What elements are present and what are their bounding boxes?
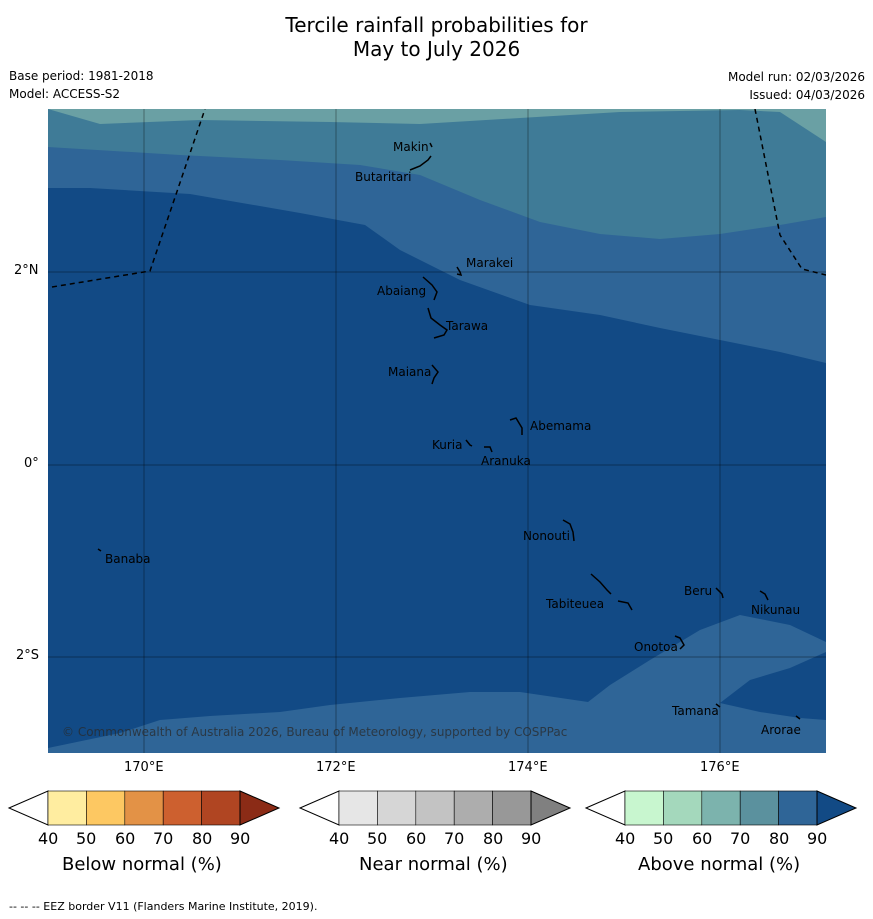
colorbar-near-segment <box>377 790 417 826</box>
colorbar-below-tick: 50 <box>76 829 97 848</box>
eez-footnote: -- -- -- EEZ border V11 (Flanders Marine… <box>9 900 318 913</box>
island-label-onotoa: Onotoa <box>634 640 678 654</box>
colorbar-below-arrow <box>239 790 281 826</box>
island-label-abemama: Abemama <box>530 419 591 433</box>
colorbar-near-normal <box>298 790 572 826</box>
colorbar-above-title: Above normal (%) <box>638 854 801 875</box>
zone-60-top <box>48 109 826 142</box>
lon-label-176e: 176°E <box>700 760 740 775</box>
island-label-abaiang: Abaiang <box>377 284 426 298</box>
island-label-beru: Beru <box>684 584 712 598</box>
island-label-marakei: Marakei <box>466 256 513 270</box>
base-period: Base period: 1981-2018 <box>9 69 154 83</box>
model-name: Model: ACCESS-S2 <box>9 87 121 101</box>
colorbar-below-tick: 90 <box>230 829 251 848</box>
island-label-nikunau: Nikunau <box>751 603 800 617</box>
island-label-maiana: Maiana <box>388 365 431 379</box>
colorbar-near-tick: 40 <box>329 829 350 848</box>
island-label-tamana: Tamana <box>671 704 719 718</box>
chart-title-line1: Tercile rainfall probabilities for <box>285 13 588 37</box>
colorbar-near-tick: 50 <box>367 829 388 848</box>
lat-label-0: 0° <box>24 456 39 471</box>
colorbar-above-segment <box>624 790 664 826</box>
colorbar-above-normal <box>584 790 858 826</box>
colorbar-near-segment <box>453 790 493 826</box>
colorbar-near-title: Near normal (%) <box>359 854 508 875</box>
island-label-butaritari: Butaritari <box>355 170 412 184</box>
colorbar-near-tick: 70 <box>444 829 465 848</box>
colorbar-near-tick: 90 <box>521 829 542 848</box>
lon-label-170e: 170°E <box>124 760 164 775</box>
colorbar-above-arrow <box>816 790 858 826</box>
colorbar-above-segment <box>778 790 818 826</box>
eez-border <box>51 109 826 288</box>
colorbar-below-tick: 40 <box>38 829 59 848</box>
colorbar-below-segment <box>86 790 126 826</box>
colorbar-above-segment <box>701 790 741 826</box>
island-label-banaba: Banaba <box>105 552 151 566</box>
colorbar-near-segment <box>415 790 455 826</box>
island-label-makin: Makin <box>393 140 429 154</box>
lat-label-2s: 2°S <box>16 648 40 663</box>
issued-date: Issued: 04/03/2026 <box>749 88 865 102</box>
colorbar-near-segment <box>492 790 532 826</box>
island-label-aranuka: Aranuka <box>481 454 531 468</box>
colorbar-near-arrow <box>530 790 572 826</box>
lon-label-172e: 172°E <box>316 760 356 775</box>
colorbar-above-tick: 80 <box>769 829 790 848</box>
chart-title-line2: May to July 2026 <box>352 37 521 61</box>
island-label-tarawa: Tarawa <box>445 319 488 333</box>
colorbar-above-tick: 40 <box>615 829 636 848</box>
colorbar-near-segment <box>338 790 378 826</box>
island-label-tabiteuea: Tabiteuea <box>545 597 604 611</box>
colorbar-near-tick: 80 <box>483 829 504 848</box>
copyright-notice: © Commonwealth of Australia 2026, Bureau… <box>62 725 567 739</box>
island-label-nonouti: Nonouti <box>523 529 570 543</box>
island-outlines <box>97 142 801 720</box>
colorbar-near-tick: 60 <box>406 829 427 848</box>
colorbar-below-tick: 70 <box>153 829 174 848</box>
colorbar-below-tick: 60 <box>115 829 136 848</box>
model-run-date: Model run: 02/03/2026 <box>727 70 865 84</box>
zone-90-southeast <box>720 652 826 720</box>
colorbar-above-segment <box>739 790 779 826</box>
lon-label-174e: 174°E <box>508 760 548 775</box>
island-label-arorae: Arorae <box>761 723 801 737</box>
colorbar-above-segment <box>663 790 703 826</box>
lat-label-2n: 2°N <box>14 263 39 278</box>
colorbar-above-tick: 90 <box>807 829 828 848</box>
colorbar-below-tick: 80 <box>192 829 213 848</box>
colorbar-below-title: Below normal (%) <box>62 854 222 875</box>
colorbar-below-segment <box>162 790 202 826</box>
graticule <box>48 109 826 753</box>
colorbar-below-segment <box>201 790 241 826</box>
colorbar-above-tick: 60 <box>692 829 713 848</box>
colorbar-below-segment <box>47 790 87 826</box>
colorbar-above-tick: 50 <box>653 829 674 848</box>
colorbar-below-normal <box>7 790 281 826</box>
colorbar-above-tick: 70 <box>730 829 751 848</box>
island-label-kuria: Kuria <box>432 438 463 452</box>
colorbar-below-segment <box>124 790 164 826</box>
